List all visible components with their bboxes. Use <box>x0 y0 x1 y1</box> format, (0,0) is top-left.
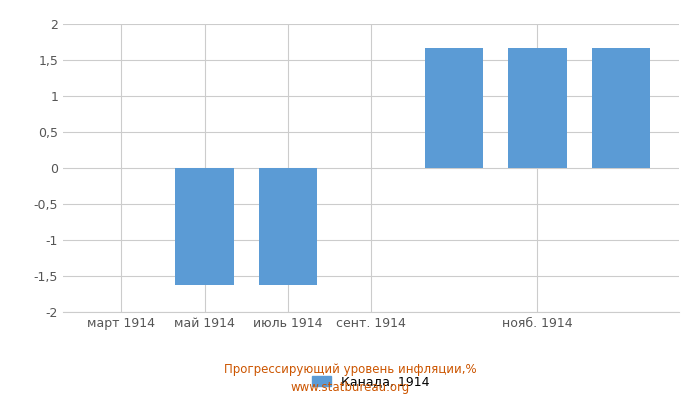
Bar <box>258 168 317 285</box>
Bar <box>425 48 484 168</box>
Legend: Канада, 1914: Канада, 1914 <box>307 370 435 393</box>
Bar <box>508 48 566 168</box>
Text: Прогрессирующий уровень инфляции,%: Прогрессирующий уровень инфляции,% <box>224 364 476 376</box>
Bar <box>592 48 650 168</box>
Bar <box>176 168 234 285</box>
Text: www.statbureau.org: www.statbureau.org <box>290 382 410 394</box>
